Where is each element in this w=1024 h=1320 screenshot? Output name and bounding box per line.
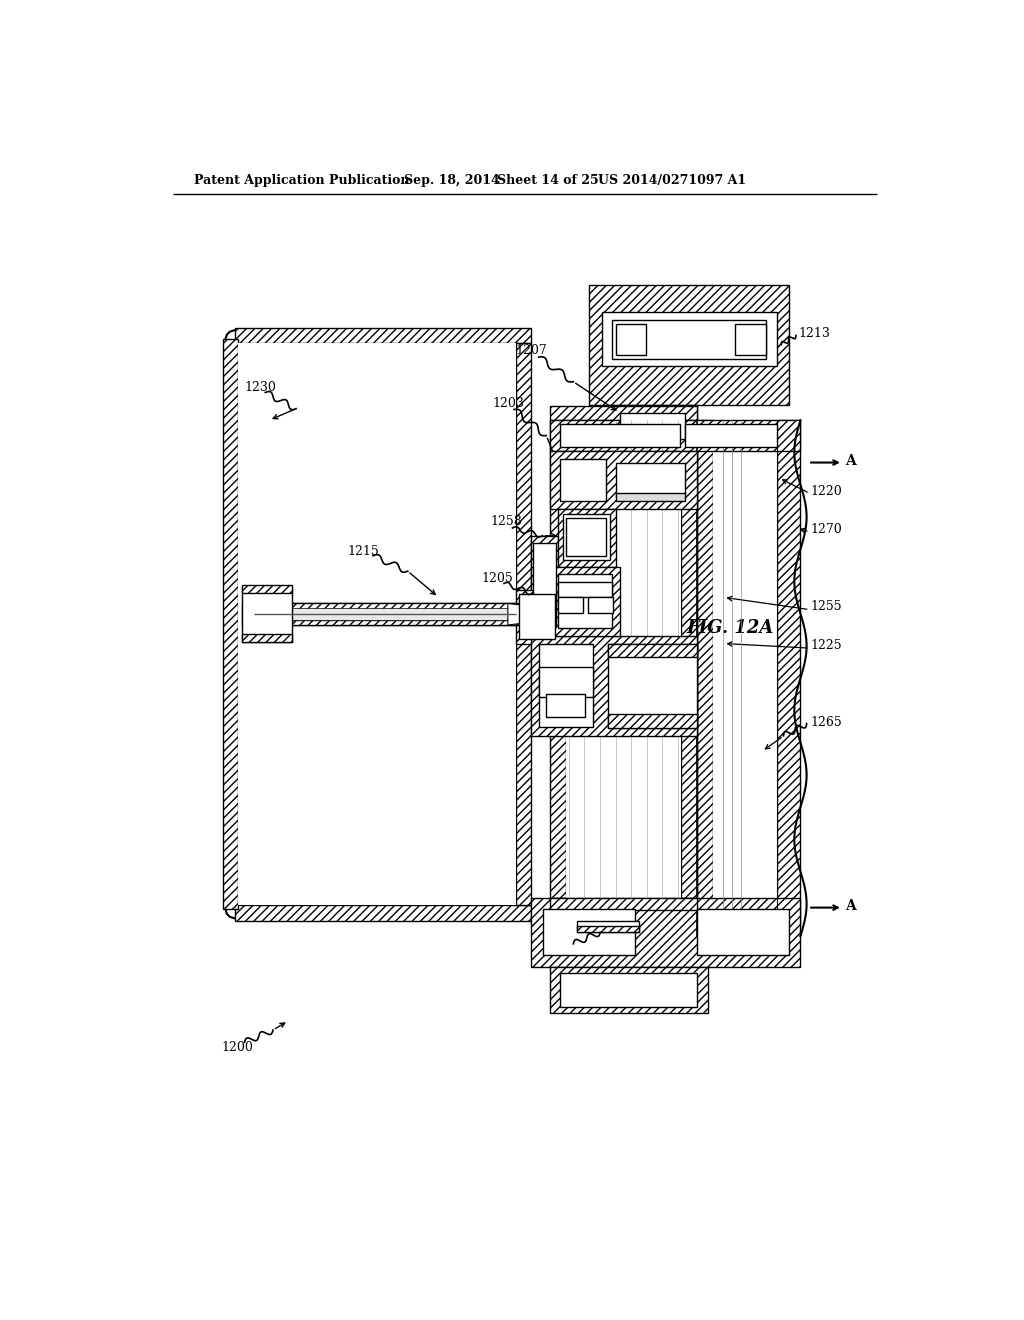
- Bar: [560, 973, 697, 1007]
- Bar: [239, 343, 515, 906]
- Bar: [234, 327, 531, 343]
- Text: 1207: 1207: [515, 345, 547, 358]
- Bar: [714, 420, 777, 936]
- Bar: [566, 517, 606, 557]
- Bar: [234, 906, 531, 921]
- Bar: [735, 323, 766, 355]
- Bar: [532, 544, 556, 627]
- Bar: [550, 898, 696, 909]
- Text: Patent Application Publication: Patent Application Publication: [194, 174, 410, 187]
- Bar: [550, 966, 708, 1014]
- Text: Sheet 14 of 25: Sheet 14 of 25: [497, 174, 599, 187]
- Polygon shape: [508, 603, 547, 626]
- Text: A: A: [845, 454, 856, 469]
- Bar: [539, 644, 593, 726]
- Bar: [515, 590, 558, 644]
- Bar: [565, 420, 681, 898]
- Bar: [550, 420, 565, 898]
- Bar: [560, 459, 606, 502]
- Text: A: A: [845, 899, 856, 913]
- Bar: [558, 508, 615, 566]
- Bar: [547, 694, 585, 718]
- Bar: [531, 536, 558, 636]
- Bar: [608, 405, 696, 451]
- Bar: [558, 597, 583, 612]
- Bar: [254, 619, 519, 626]
- Bar: [223, 339, 239, 909]
- Text: 1205: 1205: [481, 572, 513, 585]
- Bar: [243, 585, 292, 593]
- Text: US 2014/0271097 A1: US 2014/0271097 A1: [598, 174, 746, 187]
- Text: 1203: 1203: [493, 397, 524, 409]
- Bar: [515, 343, 531, 594]
- Bar: [531, 898, 801, 966]
- Bar: [578, 921, 639, 932]
- Bar: [515, 636, 531, 906]
- Bar: [589, 285, 788, 405]
- Bar: [558, 582, 611, 598]
- Bar: [685, 424, 777, 447]
- Bar: [243, 586, 292, 642]
- Bar: [608, 644, 696, 657]
- Text: 1265: 1265: [810, 715, 842, 729]
- Bar: [531, 636, 696, 737]
- Bar: [608, 644, 696, 729]
- Bar: [558, 574, 611, 628]
- Bar: [620, 412, 685, 440]
- Bar: [696, 420, 714, 936]
- Text: 1220: 1220: [810, 484, 842, 498]
- Text: 1230: 1230: [245, 381, 276, 395]
- Text: 1225: 1225: [810, 639, 842, 652]
- Text: 1222: 1222: [550, 944, 582, 957]
- Text: 1200: 1200: [221, 1041, 253, 1055]
- Bar: [681, 420, 696, 898]
- Bar: [615, 462, 685, 498]
- Bar: [550, 451, 696, 508]
- Bar: [243, 635, 292, 642]
- Bar: [611, 321, 766, 359]
- Bar: [588, 597, 612, 612]
- FancyBboxPatch shape: [225, 330, 528, 919]
- Bar: [560, 424, 680, 447]
- Bar: [539, 667, 593, 697]
- Bar: [254, 609, 515, 620]
- Bar: [777, 420, 801, 936]
- Bar: [550, 566, 620, 636]
- Text: 1213: 1213: [799, 327, 830, 341]
- Text: 1258: 1258: [490, 515, 522, 528]
- Text: 1215: 1215: [348, 545, 380, 557]
- Text: Sep. 18, 2014: Sep. 18, 2014: [403, 174, 500, 187]
- Bar: [578, 927, 639, 932]
- Bar: [615, 323, 646, 355]
- Bar: [608, 714, 696, 729]
- Bar: [543, 909, 635, 956]
- Bar: [563, 515, 609, 561]
- Bar: [550, 407, 696, 420]
- Bar: [602, 313, 777, 367]
- Bar: [550, 420, 801, 451]
- Bar: [615, 494, 685, 502]
- Text: FIG. 12A: FIG. 12A: [686, 619, 774, 638]
- Text: 1270: 1270: [810, 523, 842, 536]
- Bar: [254, 603, 519, 609]
- Bar: [696, 909, 788, 956]
- Bar: [243, 603, 547, 626]
- Bar: [518, 594, 555, 639]
- Text: 1255: 1255: [810, 601, 842, 612]
